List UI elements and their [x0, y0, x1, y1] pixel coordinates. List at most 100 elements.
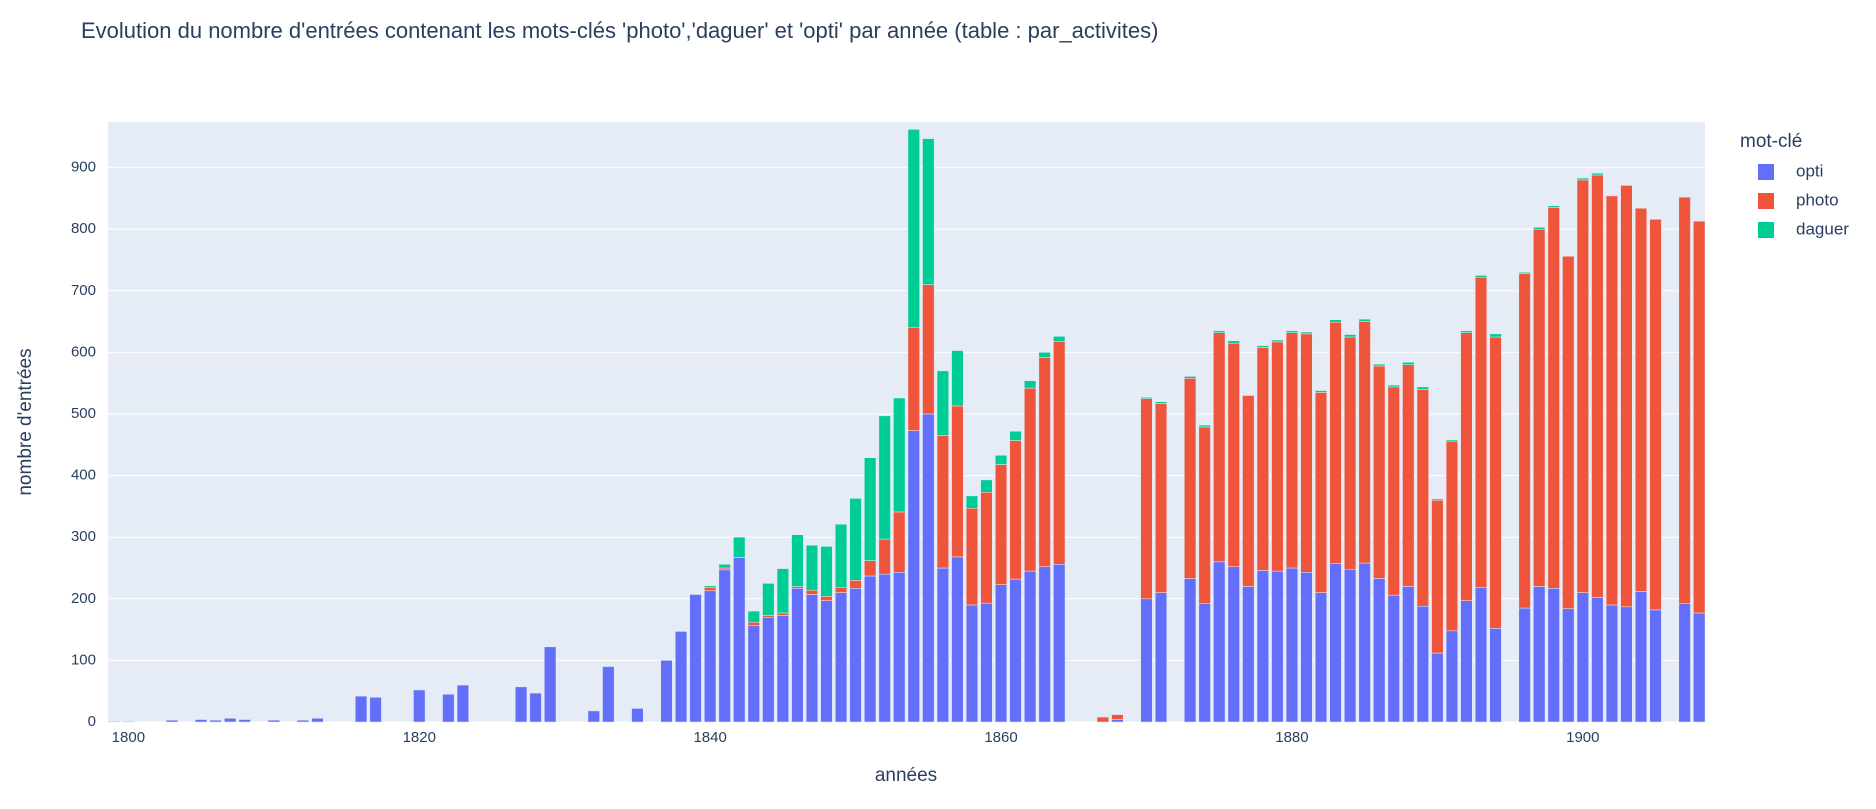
bar: [1445, 440, 1458, 632]
bar: [864, 560, 877, 577]
bar: [1693, 612, 1706, 723]
bar: [936, 435, 949, 569]
bar: [1373, 363, 1386, 367]
bar: [864, 457, 877, 561]
legend-label: daguer: [1796, 219, 1849, 238]
bar: [1227, 566, 1240, 723]
bar: [805, 594, 819, 723]
bar: [1271, 570, 1284, 723]
bar: [791, 588, 804, 723]
bar: [776, 568, 789, 614]
bar: [1620, 606, 1633, 723]
bar: [1649, 219, 1662, 611]
bar: [1314, 392, 1328, 593]
bar: [980, 602, 993, 723]
bar: [849, 588, 862, 723]
bar: [1518, 607, 1531, 723]
bar: [704, 587, 717, 592]
bar: [1562, 256, 1575, 609]
bar: [762, 583, 775, 616]
bar: [1285, 330, 1299, 333]
bar: [1634, 591, 1648, 723]
bar: [1024, 380, 1037, 389]
bar: [907, 327, 920, 431]
bar: [1416, 386, 1429, 390]
bar: [1431, 499, 1444, 654]
bar: [1373, 578, 1386, 723]
bar: [1314, 592, 1328, 723]
bar: [849, 498, 862, 581]
bar: [762, 615, 775, 618]
bar: [1474, 276, 1488, 588]
bar: [355, 695, 368, 723]
bar: [674, 631, 688, 723]
bar: [1576, 179, 1589, 593]
y-tick-label: 0: [88, 713, 96, 730]
bar: [878, 415, 891, 540]
bar: [1038, 357, 1051, 568]
bar: [1387, 386, 1400, 596]
bar: [1460, 330, 1473, 333]
x-tick-label: 1820: [403, 729, 436, 746]
bar: [1518, 273, 1531, 609]
bar: [1533, 228, 1546, 587]
bar: [529, 692, 542, 723]
bar: [1271, 341, 1284, 572]
bar: [878, 573, 891, 723]
bar: [1009, 578, 1022, 723]
bar: [805, 589, 819, 595]
y-tick-label: 300: [71, 528, 96, 545]
bar: [1314, 390, 1328, 393]
bar: [704, 590, 717, 723]
bar: [369, 697, 382, 723]
bar: [689, 594, 702, 723]
y-tick-label: 900: [71, 159, 96, 176]
bar: [1634, 207, 1648, 592]
bar: [1344, 568, 1357, 723]
bar: [267, 719, 280, 723]
bar: [1547, 205, 1560, 208]
chart-title: Evolution du nombre d'entrées contenant …: [81, 18, 1158, 43]
bar: [907, 430, 920, 723]
bar: [631, 708, 644, 723]
bar: [296, 719, 309, 723]
bar: [1533, 586, 1546, 723]
y-tick-label: 800: [71, 220, 96, 237]
x-tick-label: 1860: [984, 729, 1017, 746]
bar: [1053, 341, 1066, 565]
bar: [1605, 195, 1618, 606]
bar: [1576, 592, 1589, 723]
bar: [733, 557, 746, 723]
bar: [122, 721, 135, 723]
bar: [893, 511, 906, 573]
bar: [980, 491, 993, 604]
bar: [1024, 570, 1037, 723]
bar: [1387, 384, 1400, 388]
bar: [1184, 578, 1197, 723]
bar: [1140, 598, 1153, 723]
bar: [1605, 604, 1618, 723]
x-tick-label: 1800: [112, 729, 145, 746]
bar: [1154, 401, 1168, 404]
bar: [1038, 566, 1051, 723]
bar: [1227, 342, 1240, 568]
bar: [224, 718, 237, 723]
bar: [1562, 608, 1575, 723]
bar: [514, 686, 528, 723]
bar: [747, 621, 760, 626]
bar: [1256, 345, 1269, 348]
bar: [1678, 196, 1691, 604]
bar: [791, 534, 804, 587]
bar: [1416, 605, 1429, 723]
y-tick-label: 400: [71, 467, 96, 484]
x-tick-label: 1880: [1275, 729, 1308, 746]
bar: [1009, 430, 1022, 441]
bar: [1547, 207, 1560, 589]
bar: [1111, 714, 1124, 720]
bar: [718, 569, 731, 723]
bar: [1460, 332, 1473, 601]
bar: [747, 610, 760, 623]
bar: [776, 612, 789, 616]
bar: [1474, 587, 1488, 723]
bar: [1358, 318, 1371, 322]
